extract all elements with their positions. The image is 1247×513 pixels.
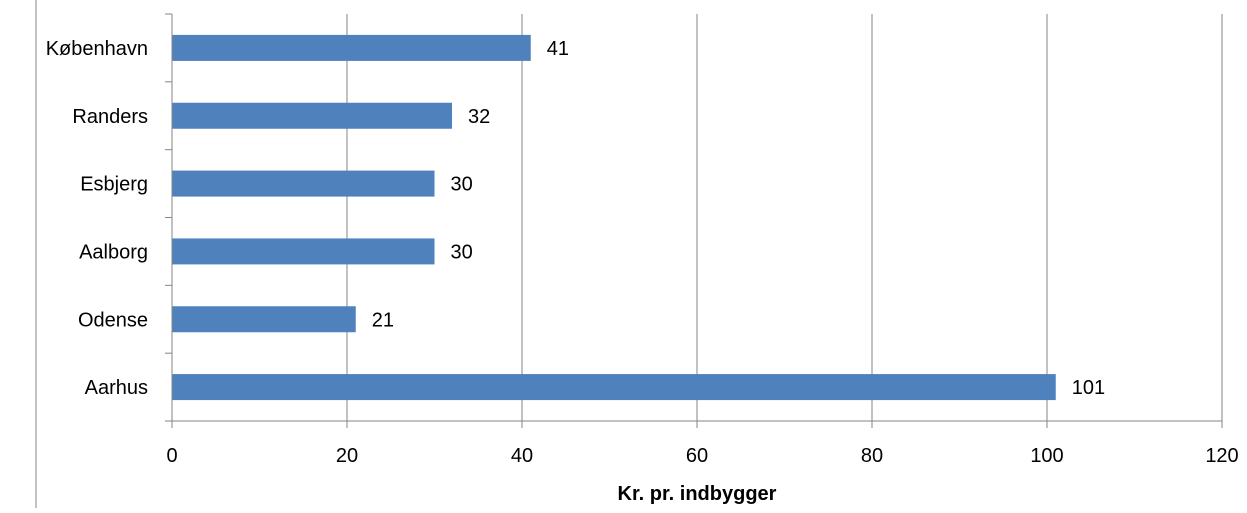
data-label: 30 xyxy=(451,174,473,196)
data-label: 41 xyxy=(547,38,569,60)
bar xyxy=(172,102,452,129)
data-label: 101 xyxy=(1072,377,1105,399)
bar xyxy=(172,34,531,61)
category-label: Odense xyxy=(78,309,148,331)
category-label: Esbjerg xyxy=(80,174,148,196)
gridlines xyxy=(346,14,1223,421)
category-label: Randers xyxy=(72,106,148,128)
bar xyxy=(172,306,356,333)
category-label: Aalborg xyxy=(79,241,148,263)
bar xyxy=(172,238,435,265)
data-label: 30 xyxy=(451,241,473,263)
category-label: Aarhus xyxy=(85,377,148,399)
category-label: København xyxy=(46,38,148,60)
x-tick-label: 40 xyxy=(511,445,533,467)
x-tick-label: 100 xyxy=(1030,445,1063,467)
labels: 0 20 40 60 80 100 120 København 41 Randers 32 Esbje… xyxy=(46,38,1239,467)
x-tick-label: 120 xyxy=(1205,445,1238,467)
x-tick-label: 0 xyxy=(166,445,177,467)
bar xyxy=(172,374,1056,401)
data-label: 32 xyxy=(468,106,490,128)
axes xyxy=(165,13,1223,428)
bar xyxy=(172,170,435,197)
bars xyxy=(172,34,1056,401)
x-tick-label: 20 xyxy=(336,445,358,467)
x-tick-label: 80 xyxy=(861,445,883,467)
data-label: 21 xyxy=(372,309,394,331)
x-tick-label: 60 xyxy=(686,445,708,467)
x-axis-title: Kr. pr. indbygger xyxy=(618,483,777,505)
